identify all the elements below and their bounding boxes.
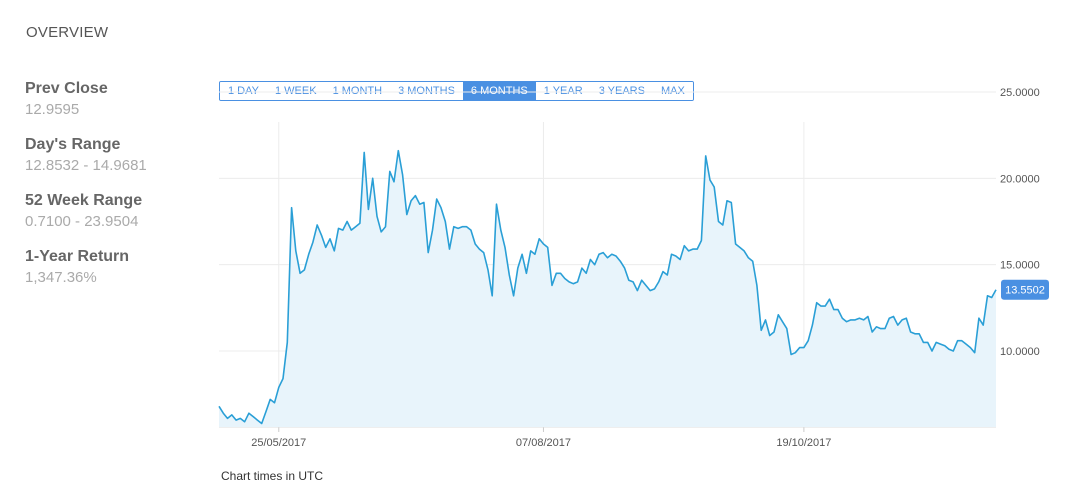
stat-label: Prev Close — [25, 80, 108, 97]
current-value-label: 13.5502 — [1005, 285, 1045, 297]
x-tick-label: 25/05/2017 — [251, 437, 306, 449]
stat-value: 12.9595 — [25, 101, 80, 118]
current-value-badge — [1001, 279, 1049, 300]
range-1-month-button[interactable]: 1 MONTH — [324, 82, 391, 100]
stat-value: 0.7100 - 23.9504 — [25, 213, 139, 230]
stat-prev-close: Prev Close 12.9595 — [25, 78, 210, 120]
y-tick-label: 20.0000 — [1000, 173, 1040, 185]
range-1-week-button[interactable]: 1 WEEK — [266, 82, 325, 100]
y-tick-label: 15.0000 — [1000, 260, 1040, 272]
stat-1-year-return: 1-Year Return 1,347.36% — [25, 246, 210, 288]
y-tick-label: 10.0000 — [1000, 346, 1040, 358]
stat-label: Day's Range — [25, 136, 121, 153]
x-tick-label: 19/10/2017 — [776, 437, 831, 449]
stat-52-week-range: 52 Week Range 0.7100 - 23.9504 — [25, 190, 210, 232]
range-max-button[interactable]: MAX — [652, 82, 693, 100]
stat-label: 1-Year Return — [25, 248, 130, 265]
range-1-day-button[interactable]: 1 DAY — [220, 82, 267, 100]
stats-panel: Prev Close 12.9595 Day's Range 12.8532 -… — [25, 78, 210, 302]
range-3-months-button[interactable]: 3 MONTHS — [390, 82, 463, 100]
stat-value: 12.8532 - 14.9681 — [25, 157, 147, 174]
chart-timezone-note: Chart times in UTC — [221, 469, 324, 483]
stat-days-range: Day's Range 12.8532 - 14.9681 — [25, 134, 210, 176]
price-line — [218, 149, 997, 425]
time-range-selector: 1 DAY 1 WEEK 1 MONTH 3 MONTHS 6 MONTHS 1… — [219, 81, 694, 101]
price-area-fill — [219, 150, 996, 427]
range-1-year-button[interactable]: 1 YEAR — [535, 82, 591, 100]
stat-value: 1,347.36% — [25, 269, 97, 286]
range-3-years-button[interactable]: 3 YEARS — [590, 82, 653, 100]
range-6-months-button[interactable]: 6 MONTHS — [462, 82, 536, 100]
overview-title: OVERVIEW — [26, 24, 109, 41]
stat-label: 52 Week Range — [25, 192, 143, 209]
x-tick-label: 07/08/2017 — [516, 437, 571, 449]
y-tick-label: 25.0000 — [1000, 87, 1040, 99]
